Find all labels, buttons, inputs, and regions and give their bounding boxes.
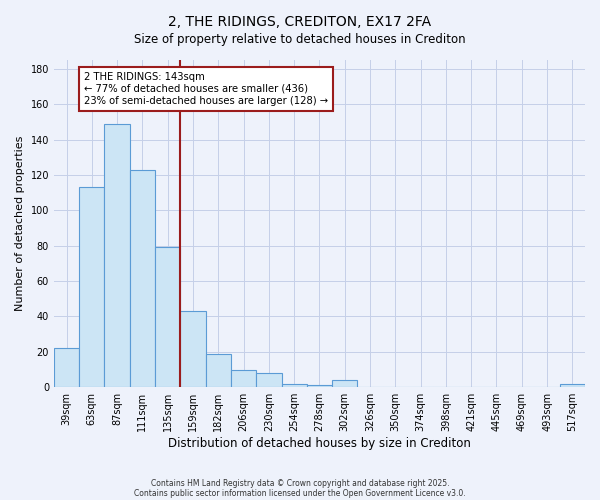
- Y-axis label: Number of detached properties: Number of detached properties: [15, 136, 25, 312]
- Text: 2, THE RIDINGS, CREDITON, EX17 2FA: 2, THE RIDINGS, CREDITON, EX17 2FA: [169, 15, 431, 29]
- Bar: [181, 311, 206, 387]
- Bar: [281, 384, 307, 387]
- Bar: [206, 354, 231, 387]
- X-axis label: Distribution of detached houses by size in Crediton: Distribution of detached houses by size …: [168, 437, 471, 450]
- Text: 2 THE RIDINGS: 143sqm
← 77% of detached houses are smaller (436)
23% of semi-det: 2 THE RIDINGS: 143sqm ← 77% of detached …: [84, 72, 328, 106]
- Text: Contains public sector information licensed under the Open Government Licence v3: Contains public sector information licen…: [134, 488, 466, 498]
- Bar: [560, 384, 585, 387]
- Text: Size of property relative to detached houses in Crediton: Size of property relative to detached ho…: [134, 32, 466, 46]
- Bar: [130, 170, 155, 387]
- Bar: [155, 248, 181, 387]
- Bar: [104, 124, 130, 387]
- Bar: [231, 370, 256, 387]
- Bar: [332, 380, 358, 387]
- Bar: [79, 188, 104, 387]
- Text: Contains HM Land Registry data © Crown copyright and database right 2025.: Contains HM Land Registry data © Crown c…: [151, 478, 449, 488]
- Bar: [54, 348, 79, 387]
- Bar: [307, 386, 332, 387]
- Bar: [256, 373, 281, 387]
